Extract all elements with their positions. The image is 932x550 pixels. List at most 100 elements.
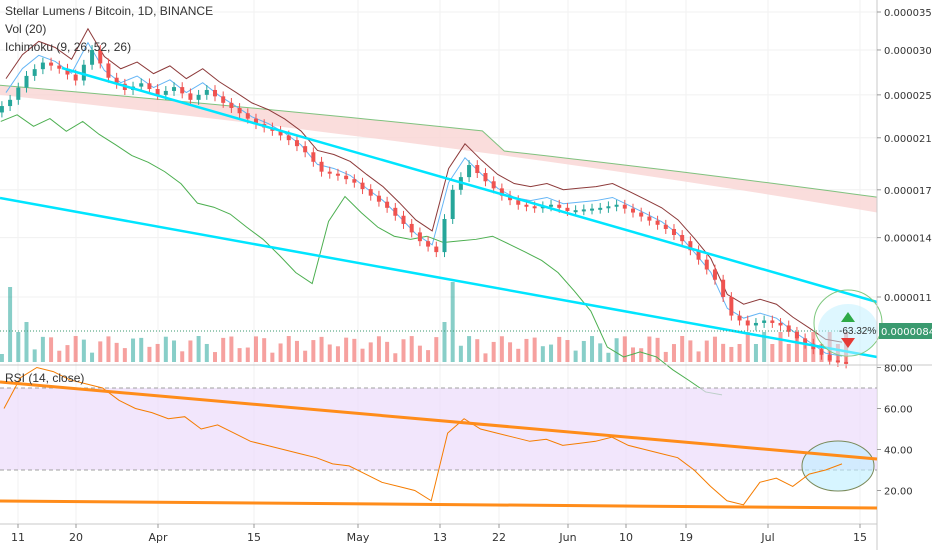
- ichimoku-legend[interactable]: Ichimoku (9, 26, 52, 26): [5, 40, 132, 54]
- candle-body: [147, 83, 152, 90]
- volume-bar: [426, 350, 431, 362]
- senkou-span-a: [0, 84, 878, 198]
- rsi-series: [3, 366, 843, 506]
- volume-bar: [712, 336, 717, 362]
- candle-body: [40, 62, 45, 70]
- candle-body: [81, 64, 86, 81]
- trend-lines[interactable]: [0, 66, 878, 359]
- candle-body: [8, 99, 13, 107]
- candle-body: [401, 215, 406, 224]
- volume-bar: [475, 339, 480, 362]
- volume-bar: [122, 348, 127, 362]
- candle-body: [631, 208, 635, 213]
- volume-bar: [549, 344, 554, 362]
- candle-body: [253, 118, 258, 125]
- candle-body: [516, 200, 521, 205]
- price-badge-text: 0.00000841: [881, 327, 932, 338]
- candle-body: [606, 206, 611, 209]
- volume-bar: [237, 348, 242, 362]
- candle-body: [303, 146, 308, 153]
- volume-bar: [344, 337, 349, 362]
- candle-body: [196, 94, 201, 100]
- volume-bar: [188, 340, 193, 362]
- candle-body: [573, 210, 578, 213]
- volume-bar: [614, 338, 619, 362]
- volume-bar: [204, 343, 209, 362]
- volume-legend[interactable]: Vol (20): [5, 22, 47, 36]
- volume-bar: [778, 332, 783, 362]
- down-arrow-icon: [841, 338, 855, 348]
- rsi-highlight-circle: [801, 440, 875, 492]
- volume-bar: [557, 336, 562, 362]
- time-tick-label: 15: [247, 531, 261, 544]
- volume-bar: [696, 351, 701, 362]
- candle-body: [614, 204, 619, 207]
- candle-body: [680, 234, 685, 242]
- candle-body: [835, 360, 840, 363]
- volume-bar: [803, 344, 808, 362]
- lagging-span: [0, 114, 723, 396]
- candle-body: [491, 181, 496, 189]
- candle-body: [188, 93, 193, 100]
- volume-bar: [245, 347, 250, 362]
- volume-bar: [786, 344, 791, 362]
- volume-bar: [442, 322, 447, 362]
- rsi-trend-lines[interactable]: [0, 380, 878, 510]
- volume-bar: [253, 336, 258, 362]
- volume-bar: [98, 341, 103, 362]
- symbol-title[interactable]: Stellar Lumens / Bitcoin, 1D, BINANCE: [5, 4, 214, 18]
- volume-bar: [688, 340, 693, 362]
- candle-body: [221, 96, 226, 103]
- volume-bar: [106, 336, 111, 362]
- volume-bar: [24, 322, 29, 362]
- candle-body: [294, 140, 299, 147]
- candle-body: [213, 89, 217, 97]
- candle-body: [434, 246, 439, 253]
- volume-bar: [57, 350, 62, 362]
- candle-body: [352, 179, 357, 183]
- candle-body: [163, 90, 168, 95]
- volume-bar: [622, 336, 627, 362]
- candle-body: [278, 130, 283, 136]
- candle-body: [557, 204, 562, 208]
- volume-bar: [393, 353, 398, 362]
- candle-body: [622, 204, 627, 209]
- candle-body: [229, 102, 234, 108]
- price-tick-label: 0.00001100: [884, 293, 932, 304]
- rsi-legend[interactable]: RSI (14, close): [5, 371, 85, 385]
- volume-bar: [434, 337, 439, 362]
- volume-bar: [270, 352, 275, 362]
- volume-bar: [8, 287, 13, 362]
- volume-bar: [655, 337, 660, 362]
- cloud-area: [0, 85, 877, 213]
- time-tick-label: 22: [492, 531, 506, 544]
- candle-body: [737, 315, 742, 321]
- rsi-axis[interactable]: 80.00 60.00 40.00 20.00: [877, 364, 913, 498]
- rsi-band: [0, 388, 877, 470]
- rsi-line: [3, 366, 843, 506]
- volume-bar: [49, 337, 54, 362]
- volume-bar: [262, 338, 267, 362]
- candle-body: [450, 189, 455, 219]
- time-tick-label: May: [347, 531, 370, 544]
- volume-bar: [327, 344, 332, 362]
- candle-body: [729, 297, 734, 316]
- candle-body: [204, 89, 209, 95]
- candle-body: [16, 87, 21, 100]
- candle-body: [565, 207, 570, 211]
- candle-body: [819, 349, 824, 355]
- time-axis[interactable]: 11 20 Apr 15 May 13 22 Jun 10 19 Jul 15: [11, 524, 867, 544]
- price-tick-label: 0.00003500: [884, 8, 932, 19]
- time-tick-label: 13: [433, 531, 447, 544]
- volume-bar: [229, 336, 234, 362]
- volume-bars: [0, 282, 849, 362]
- candle-body: [590, 208, 595, 211]
- price-badge: [879, 323, 932, 339]
- candle-body: [385, 201, 390, 208]
- candle-body: [639, 212, 644, 217]
- candle-body: [327, 171, 332, 174]
- price-axis[interactable]: 0.00003500 0.00003000 0.00002500 0.00002100…: [877, 8, 932, 304]
- candle-body: [688, 241, 693, 251]
- candle-body: [172, 87, 177, 91]
